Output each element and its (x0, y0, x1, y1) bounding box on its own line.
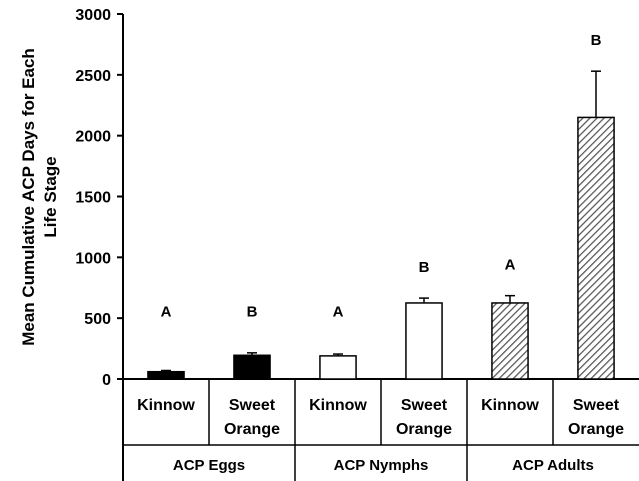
x-tick-label: Sweet Orange (567, 397, 624, 438)
bar (233, 354, 271, 380)
y-axis-label: Mean Cumulative ACP Days for Each Life S… (19, 47, 60, 346)
significance-letter: B (591, 32, 602, 49)
x-tick-label: Sweet Orange (395, 397, 452, 438)
y-tick-label: 2500 (75, 68, 111, 85)
bar (577, 116, 615, 380)
y-tick-label: 1000 (75, 250, 111, 267)
significance-letter: A (333, 304, 344, 321)
bar (147, 370, 185, 380)
y-tick-label: 0 (102, 372, 111, 389)
bar (491, 302, 529, 380)
significance-letter: A (505, 257, 516, 274)
significance-letter: A (161, 304, 172, 321)
x-tick-label: Kinnow (137, 397, 195, 414)
bar (319, 355, 357, 380)
group-label: ACP Nymphs (333, 457, 429, 474)
significance-letter: B (247, 304, 258, 321)
y-tick-label: 2000 (75, 129, 111, 146)
y-tick-label: 500 (84, 311, 111, 328)
group-label: ACP Eggs (172, 457, 246, 474)
y-tick-label: 3000 (75, 7, 111, 24)
bar (405, 302, 443, 380)
x-tick-label: Kinnow (481, 397, 539, 414)
x-tick-label: Kinnow (309, 397, 367, 414)
significance-letter: B (419, 259, 430, 276)
x-tick-label: Sweet Orange (223, 397, 280, 438)
y-tick-label: 1500 (75, 190, 111, 207)
group-label: ACP Adults (512, 457, 594, 474)
